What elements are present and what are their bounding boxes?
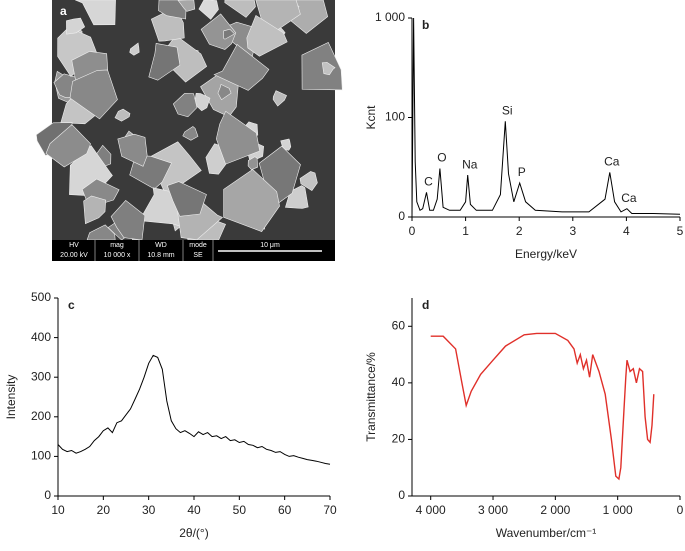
particle	[272, 90, 287, 107]
panel-label: b	[422, 18, 429, 32]
chart-panel: 0 1 2 3 4 5 0 100 1 000 Energy/keV Kcnt b CO Na Si P Ca C…	[364, 10, 683, 261]
particle	[215, 110, 261, 165]
particle	[57, 27, 98, 77]
x-tick-label: 40	[187, 503, 201, 517]
x-tick-label: 4 000	[416, 503, 446, 517]
particle	[45, 124, 91, 168]
info-value: 10 000 x	[104, 252, 131, 259]
y-tick-label: 60	[392, 318, 406, 332]
particle	[172, 93, 198, 118]
particle	[110, 199, 146, 241]
x-axis-label: Energy/keV	[515, 247, 577, 261]
x-tick-label: 3	[569, 224, 576, 238]
x-tick-label: 2 000	[540, 503, 570, 517]
info-background	[52, 240, 335, 261]
particle	[299, 171, 318, 192]
info-key: HV	[69, 242, 79, 249]
particle	[69, 69, 118, 120]
peak-label: P	[518, 165, 526, 179]
y-tick-label: 500	[31, 290, 51, 304]
y-tick-label: 40	[392, 375, 406, 389]
x-axis-label: Wavenumber/cm⁻¹	[496, 526, 597, 540]
particle	[66, 17, 86, 35]
particle	[129, 42, 140, 56]
particle	[223, 169, 280, 232]
x-tick-label: 1 000	[603, 503, 633, 517]
chart-panel: 10 20 30 40 50 60 70 0 100 200 300 400 500 2θ/(°) Inte…	[4, 290, 337, 540]
data-line	[57, 354, 331, 465]
x-tick-label: 2	[516, 224, 523, 238]
x-tick-label: 4	[623, 224, 630, 238]
x-tick-label: 50	[233, 503, 247, 517]
x-tick-label: 10	[51, 503, 65, 517]
x-tick-label: 0	[677, 503, 684, 517]
particle	[301, 41, 343, 91]
y-tick-label: 400	[31, 330, 51, 344]
x-tick-label: 20	[97, 503, 111, 517]
info-key: mag	[110, 242, 124, 249]
info-key: WD	[155, 242, 167, 249]
info-value: SE	[193, 252, 203, 259]
x-axis-label: 2θ/(°)	[179, 526, 208, 540]
particle	[198, 0, 219, 20]
y-tick-label: 20	[392, 432, 406, 446]
info-value: 10.8 mm	[147, 252, 174, 259]
particle	[246, 14, 288, 57]
peak-label: Si	[502, 103, 513, 117]
particle	[182, 126, 199, 141]
particle	[217, 83, 232, 101]
y-tick-label: 0	[44, 488, 51, 502]
x-tick-label: 5	[677, 224, 684, 238]
y-tick-label: 1 000	[375, 10, 405, 24]
particle	[148, 43, 181, 81]
particle	[166, 181, 207, 217]
info-value: 20.00 kV	[60, 252, 88, 259]
particle	[177, 0, 196, 12]
particle	[158, 0, 187, 20]
particle	[75, 0, 116, 26]
x-tick-label: 0	[409, 224, 416, 238]
y-tick-label: 300	[31, 369, 51, 383]
particle	[224, 0, 256, 18]
y-tick-label: 100	[385, 110, 405, 124]
panel-label: a	[60, 4, 67, 18]
particle	[83, 195, 107, 225]
peak-label: Ca	[604, 155, 620, 169]
particle	[114, 108, 131, 122]
y-tick-label: 100	[31, 449, 51, 463]
y-tick-label: 0	[398, 488, 405, 502]
y-axis-label: Transmittance/%	[364, 352, 378, 442]
y-tick-label: 200	[31, 409, 51, 423]
peak-label: O	[437, 151, 446, 165]
peak-label: C	[424, 175, 433, 189]
x-tick-label: 70	[323, 503, 337, 517]
data-line	[411, 17, 681, 218]
y-axis-label: Intensity	[4, 375, 18, 420]
particle	[200, 13, 237, 50]
panel-label: c	[68, 298, 75, 312]
particle	[117, 133, 148, 167]
particle	[223, 28, 235, 40]
x-tick-label: 1	[462, 224, 469, 238]
scale-bar-label: 10 μm	[260, 242, 280, 249]
peak-label: Ca	[621, 191, 637, 205]
info-bar: HV 20.00 kV mag 10 000 x WD 10.8 mm mode…	[52, 240, 335, 261]
x-tick-label: 30	[142, 503, 156, 517]
x-tick-label: 3 000	[478, 503, 508, 517]
info-key: mode	[189, 242, 207, 249]
x-tick-label: 60	[278, 503, 292, 517]
particle	[247, 156, 258, 170]
y-tick-label: 0	[398, 209, 405, 223]
sem-image: a HV 20.00 kV mag 10 000 x WD 10.8 mm mo…	[35, 0, 343, 261]
particle	[194, 92, 211, 112]
particle	[213, 44, 270, 91]
panel-label: d	[422, 298, 429, 312]
y-axis-label: Kcnt	[364, 105, 378, 130]
particle	[321, 62, 336, 76]
particles	[35, 0, 343, 241]
data-line	[430, 332, 655, 481]
chart-panel: 4 000 3 000 2 000 1 000 0 0 20 40 60 Wavenumber/c…	[364, 298, 684, 540]
peak-label: Na	[462, 157, 478, 171]
